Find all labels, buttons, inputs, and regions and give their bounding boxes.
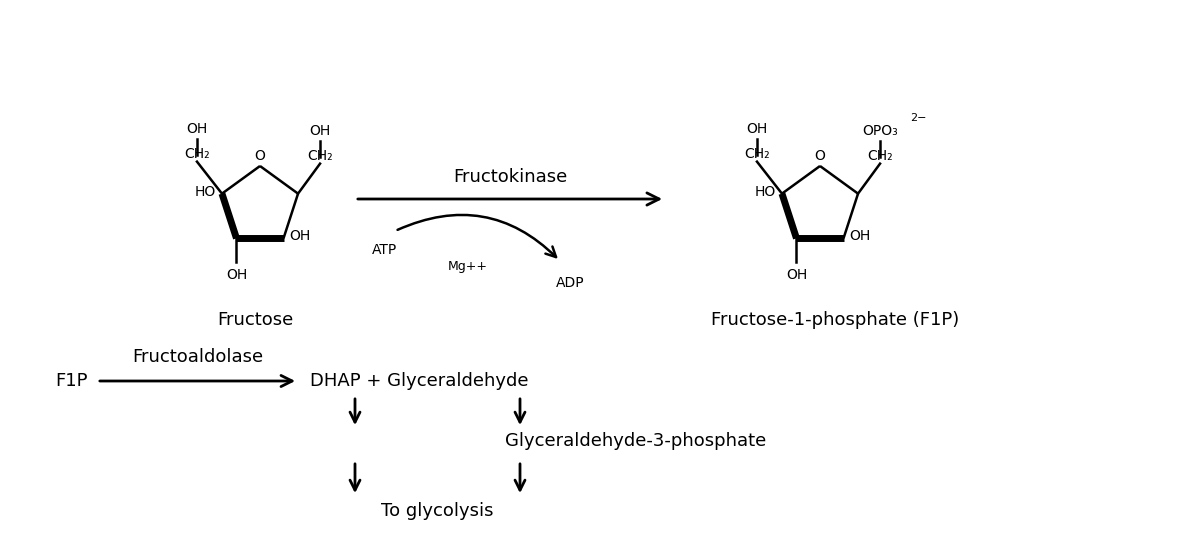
Text: Fructokinase: Fructokinase — [452, 168, 568, 186]
Text: OH: OH — [226, 268, 247, 282]
Text: Fructose-1-phosphate (F1P): Fructose-1-phosphate (F1P) — [710, 311, 959, 329]
Text: 2−: 2− — [910, 112, 926, 123]
Text: OH: OH — [786, 268, 808, 282]
Text: OH: OH — [746, 122, 768, 136]
Text: CH₂: CH₂ — [307, 149, 332, 163]
Text: OH: OH — [186, 122, 208, 136]
Text: Fructose: Fructose — [217, 311, 293, 329]
Text: ADP: ADP — [556, 276, 584, 290]
Text: F1P: F1P — [55, 372, 88, 390]
Text: ATP: ATP — [372, 243, 397, 257]
Text: OH: OH — [850, 229, 871, 244]
Text: OPO₃: OPO₃ — [862, 123, 898, 138]
Text: OH: OH — [310, 123, 331, 138]
Text: Mg++: Mg++ — [448, 260, 487, 273]
Text: HO: HO — [755, 185, 776, 199]
Text: DHAP + Glyceraldehyde: DHAP + Glyceraldehyde — [310, 372, 528, 390]
Text: O: O — [815, 149, 826, 163]
Text: Fructoaldolase: Fructoaldolase — [132, 348, 263, 366]
Text: To glycolysis: To glycolysis — [382, 502, 493, 520]
Text: CH₂: CH₂ — [184, 147, 210, 161]
Text: HO: HO — [194, 185, 216, 199]
Text: Glyceraldehyde-3-phosphate: Glyceraldehyde-3-phosphate — [505, 432, 767, 450]
Text: CH₂: CH₂ — [868, 149, 893, 163]
Text: O: O — [254, 149, 265, 163]
Text: OH: OH — [289, 229, 311, 244]
Text: CH₂: CH₂ — [744, 147, 769, 161]
